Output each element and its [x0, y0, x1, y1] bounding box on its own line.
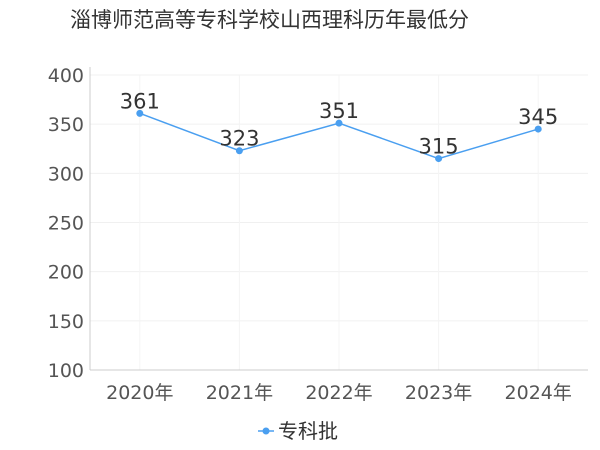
data-point[interactable] — [435, 155, 443, 163]
y-tick-label: 200 — [48, 262, 84, 284]
data-point[interactable] — [335, 119, 343, 127]
x-tick-label: 2024年 — [505, 382, 572, 404]
axes — [89, 67, 588, 371]
legend-label: 专科批 — [278, 419, 338, 443]
y-tick-label: 400 — [48, 65, 84, 87]
data-label: 351 — [319, 99, 359, 123]
data-label: 345 — [518, 105, 558, 129]
data-labels: 361 323 351 315 345 — [120, 89, 558, 158]
x-tick-label: 2022年 — [305, 382, 372, 404]
y-tick-label: 350 — [48, 114, 84, 136]
data-label: 315 — [419, 135, 459, 159]
data-label: 361 — [120, 89, 160, 113]
y-tick-label: 250 — [48, 213, 84, 235]
y-tick-label: 100 — [48, 360, 84, 382]
data-label: 323 — [219, 127, 259, 151]
x-tick-label: 2021年 — [206, 382, 273, 404]
x-tick-label: 2020年 — [106, 382, 173, 404]
legend[interactable]: 专科批 — [258, 419, 338, 443]
data-point[interactable] — [136, 109, 144, 117]
data-point[interactable] — [534, 125, 542, 133]
data-point[interactable] — [235, 147, 243, 155]
legend-marker-icon — [262, 427, 270, 435]
y-tick-label: 300 — [48, 163, 84, 185]
y-tick-label: 150 — [48, 311, 84, 333]
series-layer — [136, 109, 542, 163]
chart-title: 淄博师范高等专科学校山西理科历年最低分 — [70, 8, 469, 32]
x-tick-label: 2023年 — [405, 382, 472, 404]
x-axis-ticks: 2020年 2021年 2022年 2023年 2024年 — [106, 382, 572, 404]
y-axis-ticks: 100 150 200 250 300 350 400 — [48, 65, 84, 382]
